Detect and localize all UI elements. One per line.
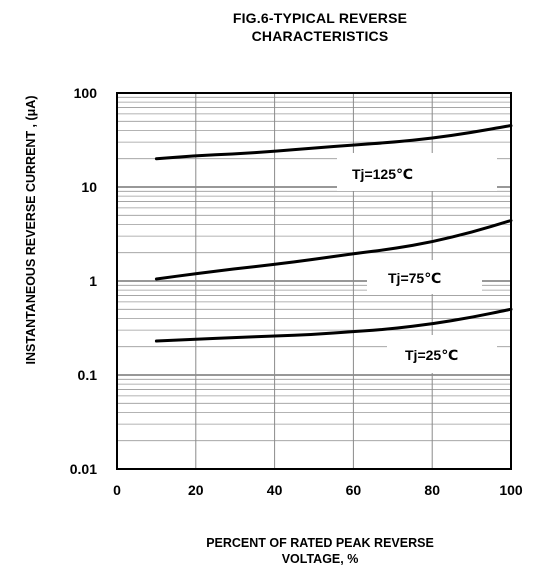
curve-labels: Tj=125℃ Tj=75℃ Tj=25℃ — [352, 166, 458, 363]
tick-labels: 0 20 40 60 80 100 0.01 0.1 1 10 100 — [70, 85, 523, 498]
y-tick-label: 100 — [74, 85, 98, 101]
y-tick-label: 0.1 — [78, 367, 98, 383]
curve-series-3 — [154, 307, 513, 343]
curve-label-series-1: Tj=125℃ — [352, 166, 413, 182]
x-tick-label: 40 — [267, 482, 283, 498]
curve-series-2 — [154, 219, 513, 281]
plot-border — [116, 92, 512, 470]
curves — [154, 124, 513, 343]
plot-frame — [116, 92, 512, 470]
chart-title-line-2: CHARACTERISTICS — [251, 28, 389, 44]
y-tick-label: 10 — [81, 179, 97, 195]
x-tick-label: 100 — [499, 482, 523, 498]
curve-label-backgrounds — [337, 153, 497, 373]
x-axis-label-line-2: VOLTAGE, % — [281, 552, 359, 566]
chart-title-line-1: FIG.6-TYPICAL REVERSE — [232, 10, 408, 26]
curve-label-series-3: Tj=25℃ — [405, 347, 458, 363]
x-tick-label: 20 — [188, 482, 204, 498]
x-axis-label-line-1: PERCENT OF RATED PEAK REVERSE — [206, 536, 434, 550]
y-tick-label: 0.01 — [70, 461, 97, 477]
x-tick-label: 60 — [346, 482, 362, 498]
y-tick-label: 1 — [89, 273, 97, 289]
x-tick-label: 80 — [424, 482, 440, 498]
curve-label-box — [367, 260, 482, 294]
x-tick-label: 0 — [113, 482, 121, 498]
curve-label-box — [337, 153, 497, 191]
curve-series-1 — [154, 124, 513, 161]
curve-label-series-2: Tj=75℃ — [388, 270, 441, 286]
curve-label-box — [387, 335, 497, 373]
